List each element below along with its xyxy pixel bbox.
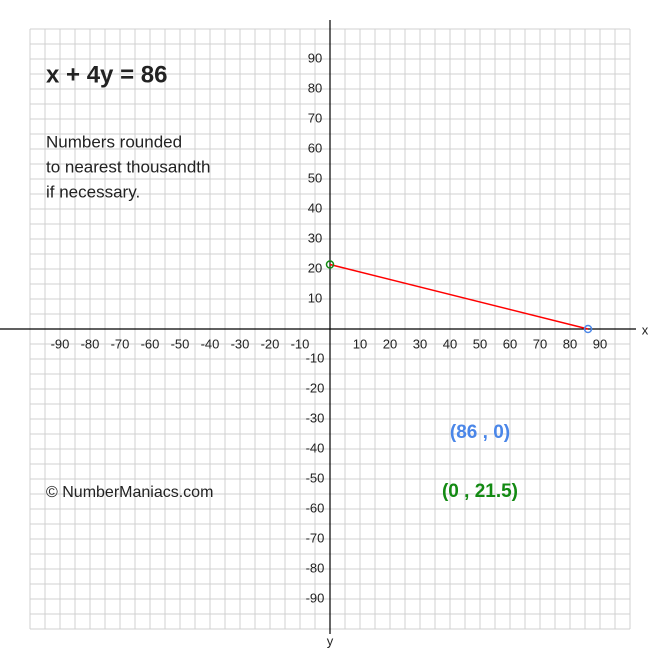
y-tick-label: -30 [306,410,325,425]
y-tick-label: -60 [306,500,325,515]
y-tick-label: -90 [306,590,325,605]
y-tick-label: 30 [308,230,322,245]
point-label: (0 , 21.5) [442,481,518,502]
note-line: if necessary. [46,182,140,201]
x-tick-label: 50 [473,336,487,351]
note-line: to nearest thousandth [46,157,210,176]
y-tick-label: -50 [306,470,325,485]
x-axis-label: x [642,322,649,337]
point-marker [583,324,593,334]
x-tick-label: 10 [353,336,367,351]
y-tick-label: 80 [308,80,322,95]
y-tick-label: -40 [306,440,325,455]
copyright: © NumberManiacs.com [46,484,213,501]
x-tick-label: -10 [291,336,310,351]
x-tick-label: -70 [111,336,130,351]
x-tick-label: -50 [171,336,190,351]
x-tick-label: 30 [413,336,427,351]
x-tick-label: 40 [443,336,457,351]
x-tick-label: -80 [81,336,100,351]
y-tick-label: -70 [306,530,325,545]
x-tick-label: -60 [141,336,160,351]
x-tick-label: -20 [261,336,280,351]
y-tick-label: 70 [308,110,322,125]
y-tick-label: -20 [306,380,325,395]
x-tick-label: 60 [503,336,517,351]
y-tick-label: -80 [306,560,325,575]
x-tick-label: 90 [593,336,607,351]
y-axis-label: y [327,633,334,648]
x-tick-label: -40 [201,336,220,351]
x-tick-label: 70 [533,336,547,351]
y-tick-label: 60 [308,140,322,155]
point-marker [325,260,335,269]
x-tick-label: -30 [231,336,250,351]
y-tick-label: 50 [308,170,322,185]
line [329,263,589,330]
point-label: (86 , 0) [450,422,510,443]
y-tick-label: 20 [308,260,322,275]
x-tick-label: 20 [383,336,397,351]
y-tick-label: -10 [306,350,325,365]
x-tick-label: -90 [51,336,70,351]
note-line: Numbers rounded [46,132,182,151]
y-tick-label: 40 [308,200,322,215]
y-tick-label: 10 [308,290,322,305]
x-tick-label: 80 [563,336,577,351]
y-tick-label: 90 [308,50,322,65]
chart-title: x + 4y = 86 [46,61,167,88]
